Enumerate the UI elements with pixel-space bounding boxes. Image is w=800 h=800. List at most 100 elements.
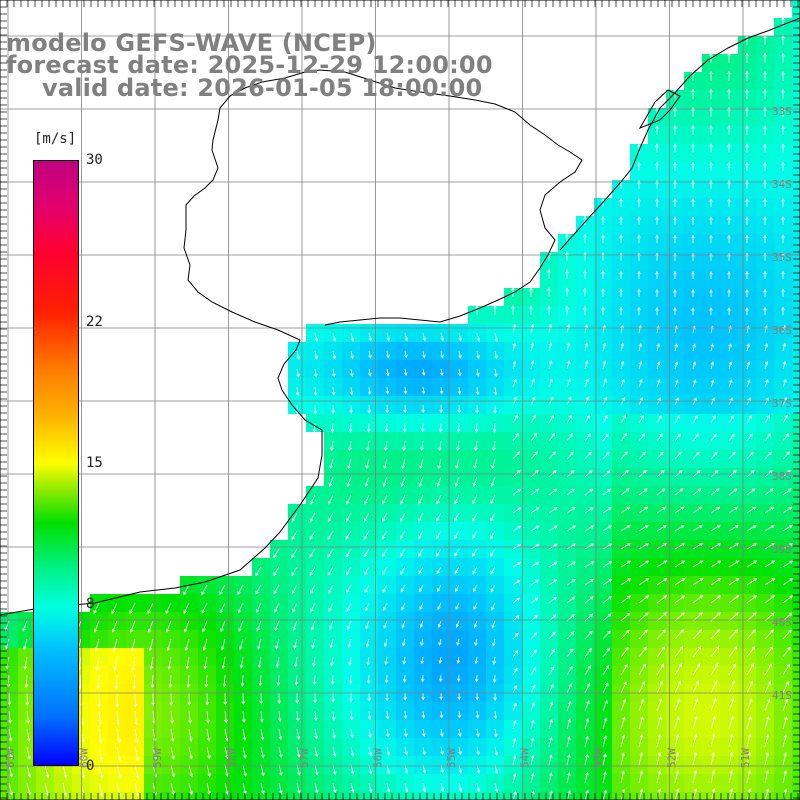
wind-arrow bbox=[566, 360, 571, 370]
wind-arrow bbox=[455, 620, 460, 628]
wind-speed-cell bbox=[90, 792, 108, 800]
wind-arrow bbox=[474, 638, 478, 647]
wind-arrow bbox=[291, 512, 298, 523]
wind-arrow bbox=[348, 422, 353, 433]
wind-arrow bbox=[454, 494, 460, 505]
wind-arrow bbox=[637, 270, 641, 279]
wind-arrow bbox=[566, 323, 571, 334]
wind-arrow bbox=[421, 368, 426, 377]
wind-arrow bbox=[781, 89, 785, 99]
wind-arrow bbox=[494, 728, 498, 738]
wind-arrow bbox=[763, 143, 767, 153]
wind-arrow bbox=[454, 530, 460, 540]
wind-arrow bbox=[764, 488, 774, 496]
wind-arrow bbox=[638, 663, 646, 676]
wind-arrow bbox=[404, 728, 408, 738]
wind-arrow bbox=[364, 476, 370, 488]
wind-arrow bbox=[474, 440, 478, 452]
wind-arrow bbox=[26, 764, 32, 778]
wind-arrow bbox=[439, 404, 443, 414]
wind-arrow bbox=[512, 432, 520, 442]
colorbar-tick-label: 8 bbox=[86, 596, 95, 613]
wind-arrow bbox=[98, 764, 104, 779]
wind-speed-cell bbox=[792, 738, 800, 756]
wind-arrow bbox=[491, 620, 496, 629]
wind-arrow bbox=[422, 782, 427, 793]
wind-arrow bbox=[746, 343, 750, 352]
wind-arrow bbox=[511, 286, 515, 297]
wind-arrow bbox=[367, 404, 371, 414]
wind-arrow bbox=[781, 216, 785, 225]
wind-arrow bbox=[781, 161, 785, 171]
wind-arrow bbox=[224, 728, 229, 742]
wind-arrow bbox=[746, 769, 752, 784]
wind-arrow bbox=[476, 350, 480, 360]
wind-arrow bbox=[709, 307, 713, 315]
wind-arrow bbox=[472, 476, 478, 487]
wind-arrow bbox=[386, 782, 391, 793]
wind-arrow bbox=[728, 595, 740, 604]
wind-arrow bbox=[382, 476, 388, 488]
wind-arrow bbox=[260, 728, 265, 741]
wind-arrow bbox=[709, 234, 713, 243]
wind-arrow bbox=[692, 788, 698, 800]
wind-arrow bbox=[183, 602, 190, 614]
wind-arrow bbox=[437, 458, 442, 470]
wind-arrow bbox=[746, 379, 751, 388]
wind-arrow bbox=[781, 270, 785, 279]
wind-arrow bbox=[149, 656, 154, 670]
wind-arrow bbox=[474, 656, 479, 665]
wind-arrow bbox=[419, 458, 424, 470]
wind-arrow bbox=[728, 715, 734, 730]
wind-arrow bbox=[368, 764, 373, 775]
wind-arrow bbox=[602, 561, 613, 568]
wind-speed-cell bbox=[792, 90, 800, 108]
wind-arrow bbox=[710, 629, 721, 640]
wind-arrow bbox=[745, 143, 749, 153]
wind-arrow bbox=[530, 597, 539, 604]
wind-arrow bbox=[656, 361, 661, 370]
wind-arrow bbox=[259, 692, 264, 705]
wind-arrow bbox=[386, 332, 391, 342]
wind-arrow bbox=[494, 332, 499, 343]
wind-arrow bbox=[439, 710, 444, 719]
wind-arrow bbox=[584, 324, 589, 334]
wind-speed-cell bbox=[792, 36, 800, 54]
wind-arrow bbox=[710, 488, 720, 496]
wind-arrow bbox=[728, 788, 734, 800]
wind-arrow bbox=[548, 561, 558, 568]
wind-arrow bbox=[548, 718, 553, 730]
wind-arrow bbox=[384, 422, 389, 433]
wind-arrow bbox=[313, 404, 317, 415]
longitude-label: 57W bbox=[298, 748, 311, 768]
wind-direction-arrows bbox=[4, 1, 800, 800]
wind-arrow bbox=[224, 710, 228, 724]
wind-arrow bbox=[364, 602, 370, 612]
wind-arrow bbox=[782, 432, 789, 442]
wind-arrow bbox=[220, 638, 226, 651]
wind-arrow bbox=[746, 733, 752, 748]
wind-speed-cell bbox=[414, 792, 432, 800]
wind-speed-cell bbox=[792, 360, 800, 378]
wind-arrow bbox=[260, 710, 264, 723]
wind-arrow bbox=[656, 680, 664, 694]
wind-arrow bbox=[692, 560, 704, 568]
wind-arrow bbox=[709, 161, 713, 171]
wind-arrow bbox=[710, 733, 716, 748]
wind-arrow bbox=[291, 566, 298, 577]
wind-arrow bbox=[438, 422, 443, 433]
wind-arrow bbox=[26, 728, 31, 743]
wind-arrow bbox=[728, 506, 739, 514]
wind-arrow bbox=[134, 746, 140, 762]
wind-arrow bbox=[437, 602, 442, 610]
wind-arrow bbox=[602, 771, 607, 784]
wind-arrow bbox=[512, 597, 521, 604]
wind-arrow bbox=[312, 674, 317, 686]
wind-arrow bbox=[764, 506, 775, 514]
wind-arrow bbox=[402, 638, 406, 647]
wind-arrow bbox=[764, 751, 770, 766]
wind-arrow bbox=[656, 397, 661, 406]
wind-arrow bbox=[746, 506, 757, 514]
wind-arrow bbox=[566, 432, 574, 442]
wind-arrow bbox=[134, 782, 140, 797]
